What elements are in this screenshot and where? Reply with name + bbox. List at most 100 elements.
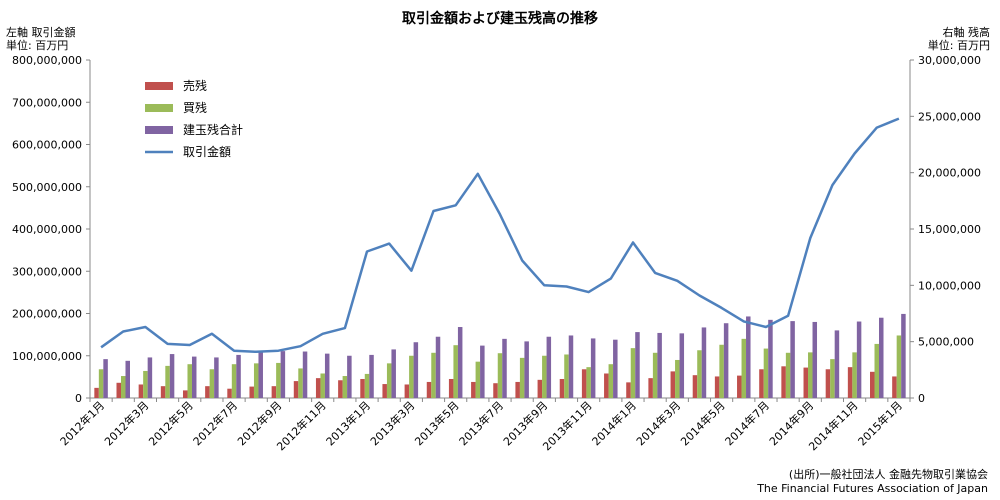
- bar-売残: [581, 369, 587, 398]
- bar-建玉残合計: [856, 321, 862, 398]
- bar-売残: [315, 378, 321, 398]
- bar-建玉残合計: [679, 333, 685, 398]
- x-tick-label: 2013年5月: [412, 398, 462, 448]
- bar-売残: [493, 383, 498, 398]
- bar-建玉残合計: [613, 339, 618, 398]
- bar-建玉残合計: [768, 319, 773, 398]
- bar-建玉残合計: [236, 354, 241, 398]
- bar-売残: [249, 386, 254, 398]
- bar-売残: [559, 378, 565, 398]
- bar-建玉残合計: [214, 357, 219, 398]
- bar-買残: [187, 364, 192, 398]
- bar-売残: [670, 371, 676, 398]
- bar-買残: [409, 355, 414, 398]
- legend-swatch-買残: [145, 104, 173, 112]
- bar-買残: [896, 335, 902, 398]
- bar-建玉残合計: [169, 354, 175, 398]
- bar-買残: [98, 369, 104, 398]
- bar-売残: [515, 381, 520, 398]
- x-tick-label: 2014年3月: [633, 398, 683, 448]
- left-tick-label: 500,000,000: [12, 181, 82, 194]
- bar-建玉残合計: [191, 356, 197, 398]
- right-tick-label: 10,000,000: [918, 279, 981, 292]
- bar-売残: [205, 386, 210, 398]
- x-tick-label: 2014年5月: [678, 398, 728, 448]
- bar-建玉残合計: [435, 336, 441, 398]
- bar-買残: [808, 352, 813, 398]
- left-axis-unit: 単位: 百万円: [6, 39, 69, 52]
- x-tick-label: 2013年7月: [456, 398, 506, 448]
- bar-売残: [271, 386, 277, 398]
- bar-建玉残合計: [568, 335, 574, 398]
- bar-建玉残合計: [347, 355, 352, 398]
- bar-売残: [116, 382, 121, 398]
- bar-建玉残合計: [834, 330, 840, 398]
- bar-買残: [165, 365, 170, 398]
- left-axis-label: 左軸 取引金額: [6, 26, 76, 39]
- bar-建玉残合計: [391, 349, 396, 398]
- bar-売残: [825, 369, 831, 398]
- bar-買残: [120, 376, 126, 398]
- bar-買残: [586, 367, 591, 398]
- bar-建玉残合計: [590, 338, 596, 398]
- bar-買残: [519, 357, 525, 398]
- legend-swatch-建玉残合計: [145, 126, 173, 134]
- bar-買残: [276, 362, 281, 398]
- bar-売残: [648, 378, 653, 398]
- bar-買残: [675, 359, 680, 398]
- legend-label-取引金額: 取引金額: [183, 144, 231, 159]
- bar-建玉残合計: [657, 332, 662, 398]
- bar-買残: [453, 345, 458, 398]
- bar-売残: [227, 388, 232, 398]
- bar-売残: [737, 375, 742, 398]
- bar-買残: [630, 348, 636, 398]
- left-tick-label: 600,000,000: [12, 139, 82, 152]
- bar-売残: [781, 366, 786, 398]
- bar-買残: [253, 363, 259, 398]
- bar-売残: [537, 379, 543, 398]
- x-tick-label: 2013年1月: [323, 398, 373, 448]
- right-tick-label: 15,000,000: [918, 223, 981, 236]
- bar-買残: [763, 348, 769, 398]
- bar-建玉残合計: [879, 317, 884, 398]
- left-tick-label: 100,000,000: [12, 350, 82, 363]
- bar-買残: [874, 343, 880, 398]
- bar-建玉残合計: [746, 316, 751, 398]
- bar-買残: [386, 363, 392, 398]
- right-tick-label: 30,000,000: [918, 54, 981, 67]
- bar-売残: [759, 369, 764, 398]
- right-axis-caption: 右軸 残高 単位: 百万円: [928, 26, 990, 52]
- bar-買残: [342, 376, 348, 398]
- bar-建玉残合計: [790, 321, 795, 398]
- bar-買残: [364, 373, 370, 398]
- bar-建玉残合計: [302, 351, 308, 398]
- bar-建玉残合計: [635, 332, 640, 398]
- bar-売残: [870, 371, 875, 398]
- bar-買残: [652, 352, 658, 398]
- bar-売残: [182, 390, 188, 398]
- source-line-ja: (出所)一般社団法人 金融先物取引業協会: [788, 468, 988, 481]
- right-axis-unit: 単位: 百万円: [927, 39, 990, 52]
- legend-label-建玉残合計: 建玉残合計: [183, 122, 243, 137]
- bar-売残: [604, 373, 609, 398]
- left-axis-caption: 左軸 取引金額 単位: 百万円: [6, 26, 76, 52]
- bar-建玉残合計: [524, 341, 529, 398]
- bar-売残: [714, 376, 720, 398]
- left-tick-label: 800,000,000: [12, 54, 82, 67]
- bar-買残: [741, 338, 747, 398]
- bar-買残: [298, 368, 303, 398]
- source-line-en: The Financial Futures Association of Jap…: [757, 482, 988, 495]
- bar-買残: [785, 352, 791, 398]
- bar-建玉残合計: [901, 313, 906, 398]
- legend-swatch-売残: [145, 82, 173, 90]
- bar-売残: [94, 387, 99, 398]
- bar-売残: [382, 384, 387, 398]
- x-tick-label: 2014年1月: [589, 398, 639, 448]
- bar-買残: [830, 359, 835, 398]
- x-tick-label: 2015年1月: [855, 398, 905, 448]
- x-tick-label: 2012年7月: [190, 398, 240, 448]
- left-tick-label: 400,000,000: [12, 223, 82, 236]
- bar-買残: [497, 353, 503, 398]
- bar-買残: [320, 373, 325, 398]
